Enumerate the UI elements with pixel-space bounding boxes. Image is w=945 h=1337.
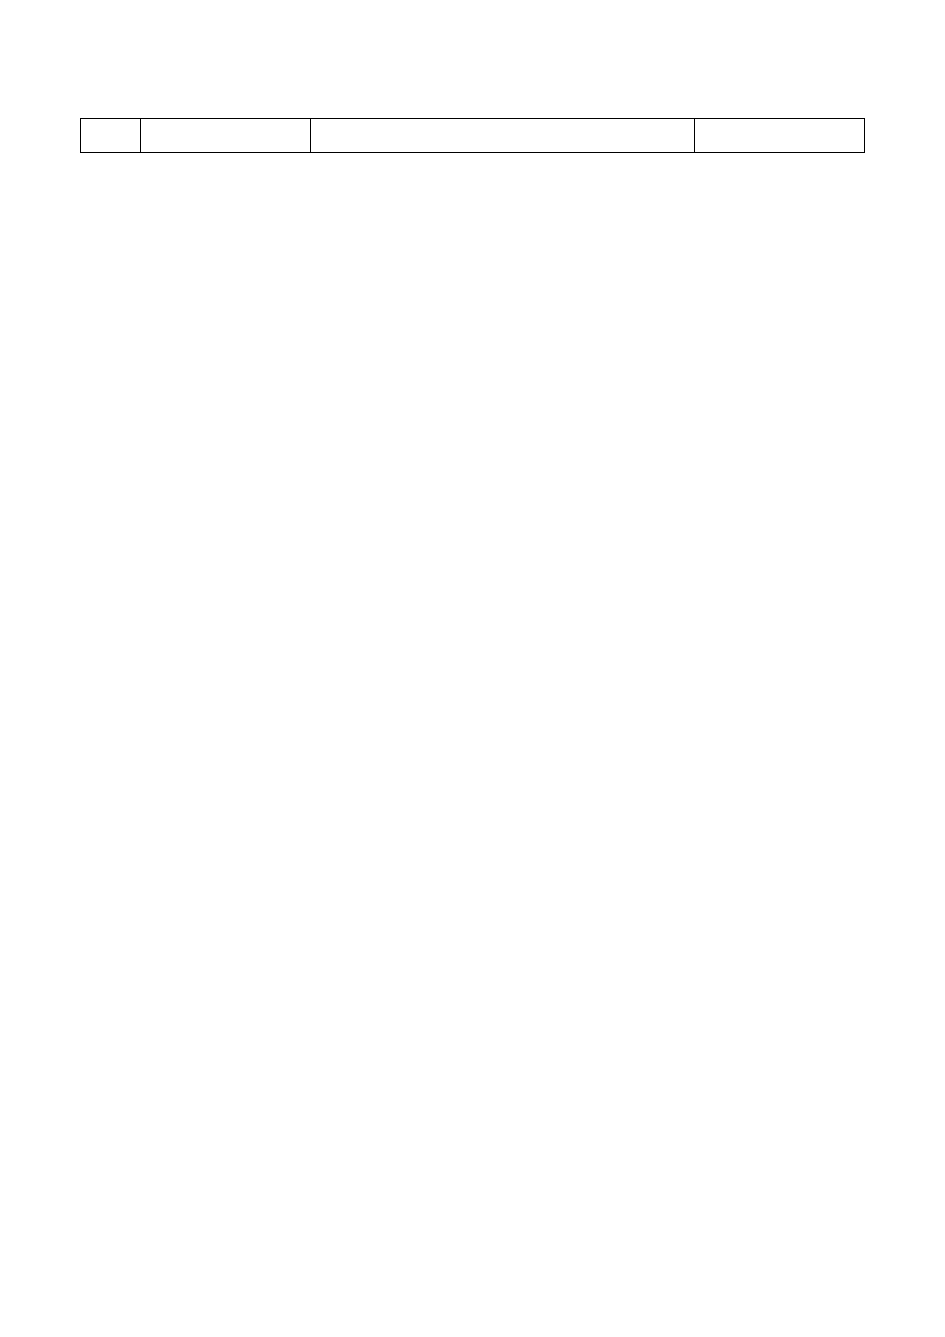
col-header-name [141,119,311,153]
symbols-table [80,118,865,153]
col-header-idx [81,119,141,153]
table-header-row [81,119,865,153]
col-header-diagram [311,119,695,153]
col-header-symbol [695,119,865,153]
